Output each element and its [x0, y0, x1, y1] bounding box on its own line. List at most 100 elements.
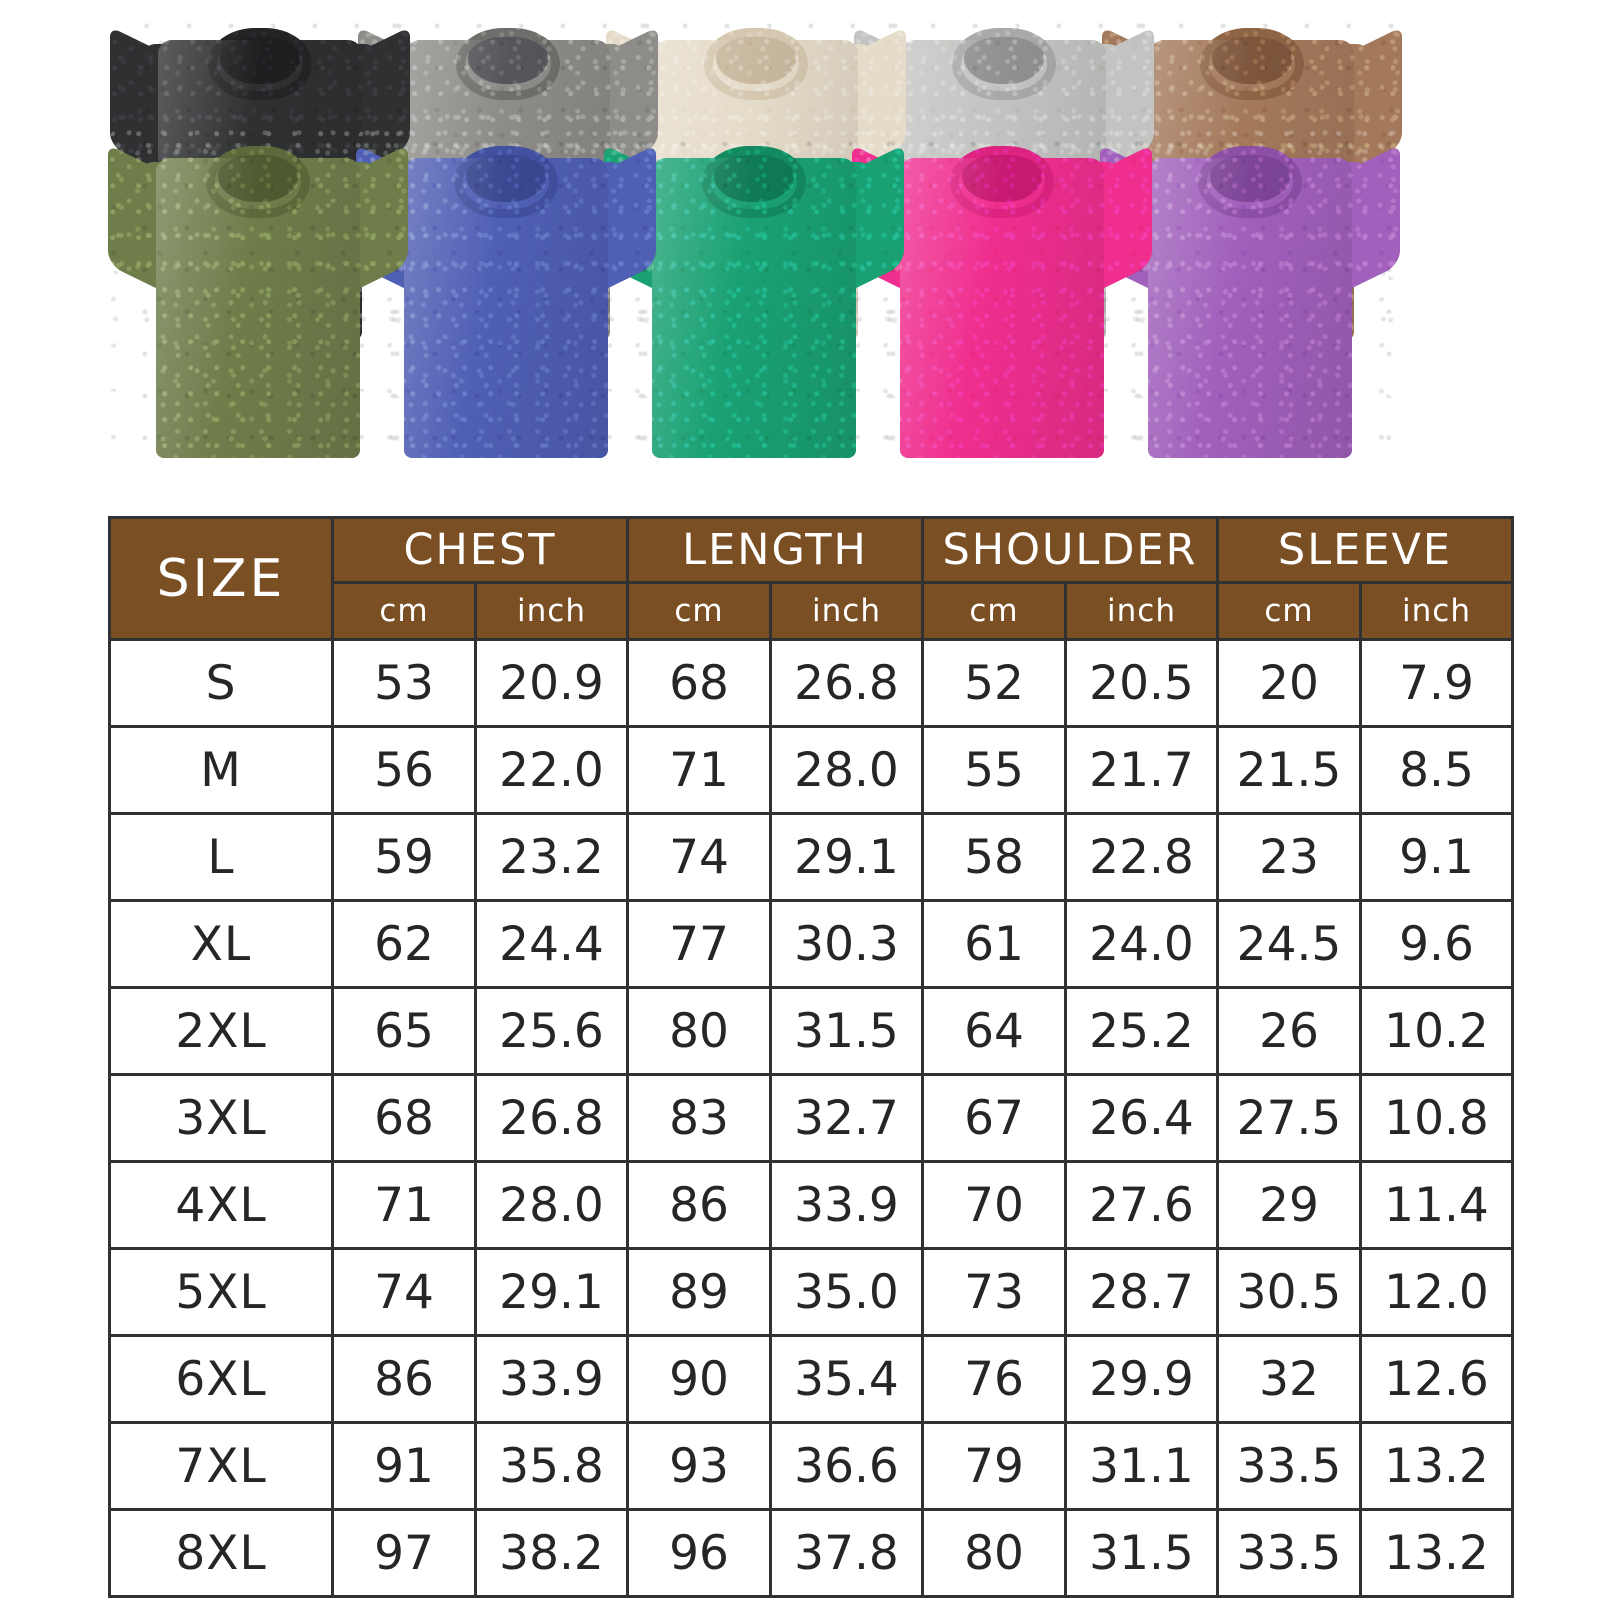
cell-length-inch: 35.0	[769, 1247, 924, 1337]
cell-size: 5XL	[108, 1247, 334, 1337]
cell-sleeve-inch: 11.4	[1359, 1160, 1514, 1250]
cell-chest-inch: 33.9	[474, 1334, 629, 1424]
cell-chest-inch: 24.4	[474, 899, 629, 989]
cell-sleeve-cm: 26	[1216, 986, 1362, 1076]
cell-shoulder-cm: 76	[921, 1334, 1067, 1424]
cell-sleeve-cm: 30.5	[1216, 1247, 1362, 1337]
table-row: 6XL 86 33.9 90 35.4 76 29.9 32 12.6	[108, 1334, 1514, 1424]
table-row: L 59 23.2 74 29.1 58 22.8 23 9.1	[108, 812, 1514, 902]
cell-shoulder-cm: 67	[921, 1073, 1067, 1163]
shirt-collar-ribbing	[950, 146, 1054, 218]
cell-size: 3XL	[108, 1073, 334, 1163]
header-group-sleeve: SLEEVE	[1216, 516, 1514, 584]
cell-chest-cm: 53	[331, 638, 477, 728]
cell-chest-inch: 20.9	[474, 638, 629, 728]
cell-sleeve-cm: 33.5	[1216, 1421, 1362, 1511]
header-length-inch: inch	[769, 581, 924, 641]
header-shoulder-cm: cm	[921, 581, 1067, 641]
shirt-collar-ribbing	[702, 146, 806, 218]
cell-length-inch: 36.6	[769, 1421, 924, 1511]
cell-length-cm: 93	[626, 1421, 772, 1511]
shirt-collar-ribbing	[208, 28, 312, 100]
shirt-collar-ribbing	[206, 146, 310, 218]
cell-length-cm: 77	[626, 899, 772, 989]
cell-length-inch: 29.1	[769, 812, 924, 902]
shirt-acid-wash-texture	[108, 128, 408, 458]
cell-chest-inch: 26.8	[474, 1073, 629, 1163]
table-row: 8XL 97 38.2 96 37.8 80 31.5 33.5 13.2	[108, 1508, 1514, 1598]
cell-sleeve-inch: 12.0	[1359, 1247, 1514, 1337]
cell-sleeve-cm: 32	[1216, 1334, 1362, 1424]
table-row: 3XL 68 26.8 83 32.7 67 26.4 27.5 10.8	[108, 1073, 1514, 1163]
cell-shoulder-cm: 52	[921, 638, 1067, 728]
cell-sleeve-cm: 33.5	[1216, 1508, 1362, 1598]
header-size: SIZE	[108, 516, 334, 641]
table-row: S 53 20.9 68 26.8 52 20.5 20 7.9	[108, 638, 1514, 728]
cell-sleeve-inch: 10.2	[1359, 986, 1514, 1076]
table-row: M 56 22.0 71 28.0 55 21.7 21.5 8.5	[108, 725, 1514, 815]
cell-length-cm: 86	[626, 1160, 772, 1250]
table-row: 5XL 74 29.1 89 35.0 73 28.7 30.5 12.0	[108, 1247, 1514, 1337]
cell-shoulder-inch: 25.2	[1064, 986, 1219, 1076]
cell-shoulder-inch: 21.7	[1064, 725, 1219, 815]
table-body: S 53 20.9 68 26.8 52 20.5 20 7.9 M 56 22.0 71 28.0 55 2…	[108, 638, 1514, 1598]
table-header: SIZE CHEST LENGTH SHOULDER SLEEVE cm inc…	[108, 516, 1514, 641]
header-row-units: cm inch cm inch cm inch cm inch	[110, 581, 1514, 641]
cell-chest-inch: 28.0	[474, 1160, 629, 1250]
cell-chest-cm: 86	[331, 1334, 477, 1424]
cell-chest-cm: 59	[331, 812, 477, 902]
cell-shoulder-inch: 27.6	[1064, 1160, 1219, 1250]
header-group-length: LENGTH	[626, 516, 924, 584]
shirt-fabric-sheen	[156, 158, 360, 458]
cell-chest-inch: 35.8	[474, 1421, 629, 1511]
cell-shoulder-inch: 26.4	[1064, 1073, 1219, 1163]
cell-chest-inch: 25.6	[474, 986, 629, 1076]
cell-size: M	[108, 725, 334, 815]
product-gallery	[0, 0, 1600, 505]
size-chart-container: SIZE CHEST LENGTH SHOULDER SLEEVE cm inc…	[108, 516, 1514, 1598]
cell-chest-cm: 91	[331, 1421, 477, 1511]
header-sleeve-inch: inch	[1359, 581, 1514, 641]
cell-shoulder-inch: 31.1	[1064, 1421, 1219, 1511]
cell-length-inch: 35.4	[769, 1334, 924, 1424]
header-sleeve-cm: cm	[1216, 581, 1362, 641]
cell-chest-inch: 22.0	[474, 725, 629, 815]
cell-size: 8XL	[108, 1508, 334, 1598]
size-chart-table: SIZE CHEST LENGTH SHOULDER SLEEVE cm inc…	[108, 516, 1514, 1598]
cell-length-cm: 74	[626, 812, 772, 902]
cell-sleeve-inch: 7.9	[1359, 638, 1514, 728]
cell-shoulder-inch: 28.7	[1064, 1247, 1219, 1337]
shirt-collar-ribbing	[456, 28, 560, 100]
cell-sleeve-cm: 27.5	[1216, 1073, 1362, 1163]
header-group-shoulder: SHOULDER	[921, 516, 1219, 584]
cell-length-inch: 28.0	[769, 725, 924, 815]
cell-length-cm: 80	[626, 986, 772, 1076]
shirt-fabric-sheen	[404, 158, 608, 458]
table-row: 7XL 91 35.8 93 36.6 79 31.1 33.5 13.2	[108, 1421, 1514, 1511]
cell-chest-inch: 38.2	[474, 1508, 629, 1598]
header-shoulder-inch: inch	[1064, 581, 1219, 641]
cell-size: 4XL	[108, 1160, 334, 1250]
cell-size: L	[108, 812, 334, 902]
cell-length-cm: 68	[626, 638, 772, 728]
table-row: 2XL 65 25.6 80 31.5 64 25.2 26 10.2	[108, 986, 1514, 1076]
cell-chest-cm: 56	[331, 725, 477, 815]
cell-chest-cm: 62	[331, 899, 477, 989]
cell-shoulder-cm: 58	[921, 812, 1067, 902]
cell-length-inch: 26.8	[769, 638, 924, 728]
cell-sleeve-cm: 24.5	[1216, 899, 1362, 989]
shirt-green	[604, 128, 904, 458]
cell-sleeve-cm: 29	[1216, 1160, 1362, 1250]
cell-sleeve-inch: 10.8	[1359, 1073, 1514, 1163]
table-row: XL 62 24.4 77 30.3 61 24.0 24.5 9.6	[108, 899, 1514, 989]
cell-size: XL	[108, 899, 334, 989]
cell-shoulder-cm: 79	[921, 1421, 1067, 1511]
cell-length-cm: 90	[626, 1334, 772, 1424]
cell-length-cm: 71	[626, 725, 772, 815]
shirt-collar-ribbing	[1198, 146, 1302, 218]
cell-shoulder-inch: 22.8	[1064, 812, 1219, 902]
cell-size: 7XL	[108, 1421, 334, 1511]
cell-size: 6XL	[108, 1334, 334, 1424]
shirt-fabric-sheen	[1148, 158, 1352, 458]
cell-shoulder-inch: 29.9	[1064, 1334, 1219, 1424]
